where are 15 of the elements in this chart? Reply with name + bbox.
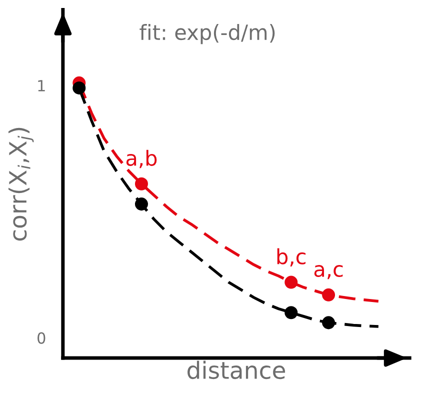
point	[322, 316, 336, 330]
point	[72, 81, 86, 94]
data-label: b,c	[277, 248, 306, 267]
text: fit: exp(-d/m)	[140, 24, 275, 44]
data-label: a,b	[126, 150, 157, 168]
point	[134, 198, 148, 211]
y-tick-label: 1	[38, 80, 45, 92]
x-axis-title: distance	[188, 360, 286, 380]
y-axis-title: corr(X$_{i}$,X$_{j}$)	[8, 128, 34, 241]
y-tick-label: 0	[38, 332, 46, 344]
point	[322, 288, 336, 302]
point	[284, 276, 298, 289]
point	[284, 306, 298, 320]
data-label: a,c	[314, 265, 343, 280]
point	[134, 177, 148, 190]
